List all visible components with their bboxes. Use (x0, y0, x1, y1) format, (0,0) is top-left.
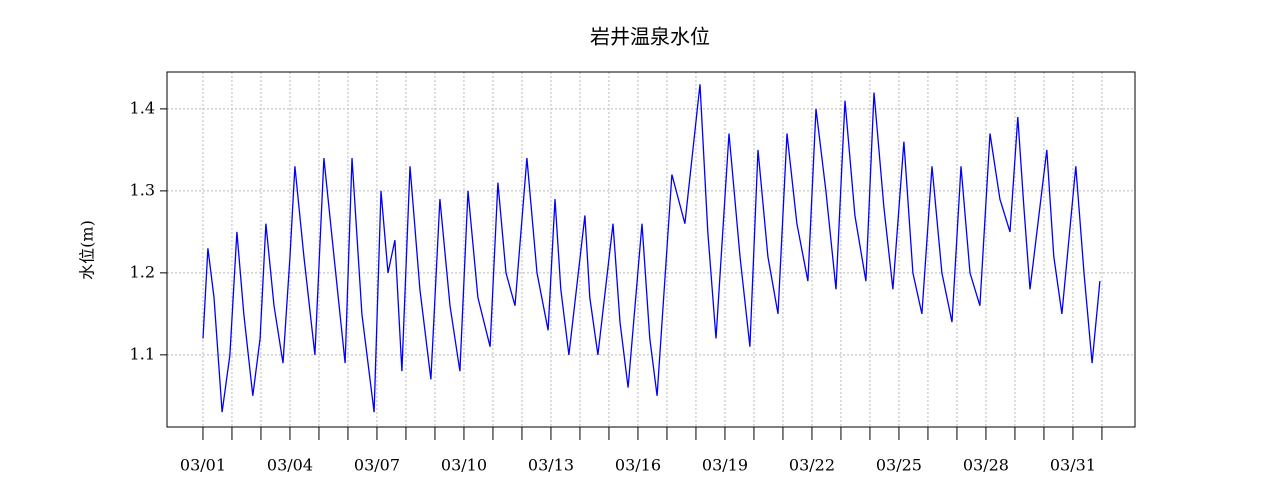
x-tick-label: 03/28 (963, 456, 1009, 475)
plot-frame (166, 71, 1136, 428)
x-tick-label: 03/16 (615, 456, 661, 475)
x-tick-label: 03/31 (1050, 456, 1096, 475)
y-tick-label: 1.1 (130, 344, 155, 363)
x-tick-label: 03/22 (789, 456, 835, 475)
data-line (202, 84, 1101, 413)
x-tick-label: 03/01 (180, 456, 226, 475)
x-tick-label: 03/07 (354, 456, 400, 475)
y-tick-label: 1.2 (130, 262, 155, 281)
y-tick-label: 1.3 (130, 180, 155, 199)
x-tick-label: 03/10 (441, 456, 487, 475)
x-tick-label: 03/04 (267, 456, 313, 475)
chart-title: 岩井温泉水位 (590, 25, 710, 49)
y-tick-label: 1.4 (130, 98, 155, 117)
y-axis-label: 水位(m) (78, 220, 97, 280)
x-tick-label: 03/25 (876, 456, 922, 475)
x-tick-label: 03/13 (528, 456, 574, 475)
x-tick-label: 03/19 (702, 456, 748, 475)
